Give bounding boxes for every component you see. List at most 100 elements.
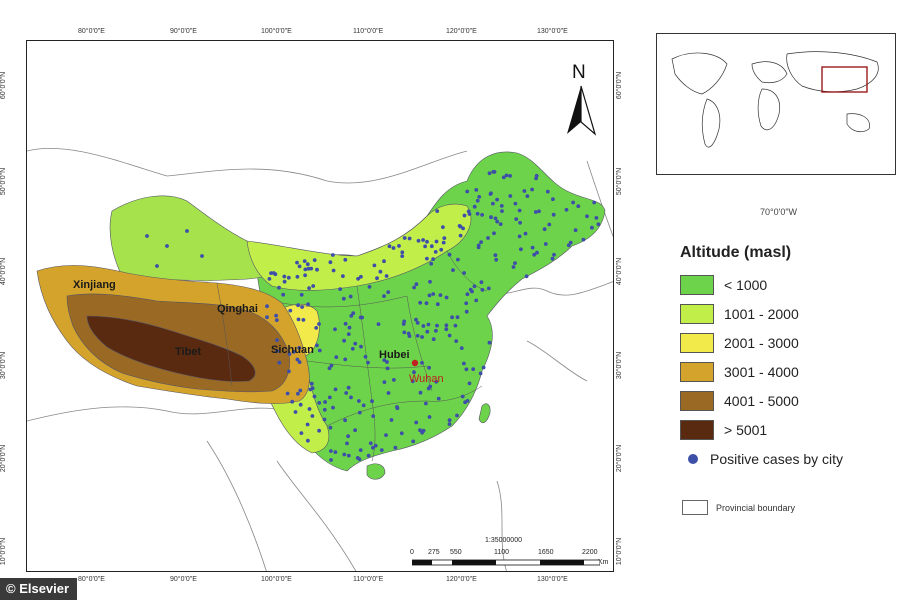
case-dot <box>295 260 299 265</box>
case-dot <box>382 358 387 362</box>
case-dot <box>378 269 383 274</box>
case-dot <box>431 257 435 261</box>
case-dot <box>418 428 422 433</box>
case-dot <box>429 261 434 266</box>
case-dot <box>302 259 307 263</box>
case-dot <box>415 333 420 338</box>
case-dot <box>454 339 459 343</box>
case-dot <box>415 321 420 325</box>
taiwan-island <box>478 403 491 424</box>
case-dot <box>467 381 472 386</box>
case-dot <box>491 170 496 174</box>
case-dot <box>532 252 537 257</box>
scale-bar: 0 275 550 1100 1650 2200 Km <box>410 549 610 571</box>
bottom-tick-1: 90°0'0"E <box>170 576 197 583</box>
case-dot <box>371 445 375 450</box>
credit-badge: © Elsevier <box>0 578 78 600</box>
case-dot <box>476 245 481 250</box>
case-dot <box>155 264 159 268</box>
scale-unit: Km <box>598 559 609 566</box>
case-dot <box>333 387 338 392</box>
case-dot <box>327 366 332 371</box>
case-dot <box>590 225 594 230</box>
case-dot <box>478 371 483 376</box>
case-dot <box>480 213 484 217</box>
case-dot <box>498 222 503 227</box>
bottom-tick-5: 130°0'0"E <box>537 576 568 583</box>
case-dot <box>458 224 463 229</box>
case-dot <box>395 405 399 409</box>
case-dot <box>525 194 530 199</box>
right-tick-5: 10°0'0"N <box>616 537 624 566</box>
case-dot <box>296 317 301 322</box>
case-dot <box>459 346 464 350</box>
legend-row-4: 3001 - 4000 <box>680 357 890 386</box>
case-dot <box>441 240 446 245</box>
case-dot <box>351 311 356 316</box>
case-dot <box>382 380 387 384</box>
case-dot <box>504 173 509 178</box>
case-dot <box>392 378 396 382</box>
case-dot <box>414 282 419 287</box>
case-dot <box>564 207 569 212</box>
case-dot <box>379 448 384 452</box>
case-dot <box>487 171 492 176</box>
case-dot <box>571 200 575 205</box>
bottom-tick-0: 80°0'0"E <box>78 576 105 583</box>
legend-label: 3001 - 4000 <box>724 363 799 380</box>
case-dot <box>436 396 441 401</box>
legend-cases-label: Positive cases by city <box>710 450 844 467</box>
hainan-island <box>366 463 386 480</box>
case-dot <box>495 219 500 224</box>
case-dot <box>277 285 281 290</box>
case-dot <box>274 313 278 318</box>
legend-label: < 1000 <box>724 276 768 293</box>
case-dot <box>537 209 541 214</box>
case-dot <box>334 355 339 359</box>
legend-row-3: 2001 - 3000 <box>680 328 890 357</box>
case-dot <box>412 285 416 290</box>
inset-highlight-box <box>821 66 868 93</box>
case-dot <box>306 438 310 443</box>
case-dot <box>508 194 513 198</box>
right-tick-2: 40°0'0"N <box>616 257 624 286</box>
inset-world-map <box>656 33 896 175</box>
case-dot <box>425 239 429 244</box>
case-dot <box>322 417 327 422</box>
case-dot <box>438 293 443 297</box>
case-dot <box>287 352 292 356</box>
case-dot <box>464 367 469 372</box>
case-dot <box>472 204 477 209</box>
right-tick-1: 50°0'0"N <box>616 167 624 196</box>
case-dot <box>328 425 333 430</box>
case-dot <box>350 346 355 351</box>
case-dot <box>522 189 527 193</box>
case-dot <box>592 200 597 205</box>
case-dot <box>309 266 314 271</box>
case-dot <box>451 268 455 272</box>
scale-ratio: 1:35000000 <box>485 537 522 544</box>
case-dot <box>346 385 351 390</box>
case-dot <box>333 450 338 454</box>
scale-tick-5: 2200 <box>582 549 598 556</box>
case-dot <box>433 250 438 254</box>
case-dot <box>468 287 473 292</box>
legend-title: Altitude (masl) <box>680 244 792 261</box>
bottom-tick-4: 120°0'0"E <box>446 576 477 583</box>
case-dot <box>474 188 479 192</box>
case-dot <box>375 276 379 281</box>
case-dot <box>566 243 571 248</box>
case-dot <box>464 309 469 314</box>
case-dot <box>282 274 287 279</box>
legend-swatch <box>680 361 714 382</box>
case-dot <box>305 422 310 427</box>
case-dot <box>367 285 372 289</box>
main-map: Xinjiang Qinghai Tibet Sichuan Hubei Wuh… <box>26 40 614 572</box>
inner-mongolia <box>246 203 472 291</box>
case-dot <box>382 294 386 298</box>
case-dot <box>508 174 512 178</box>
case-dot <box>329 363 334 368</box>
case-dot <box>425 329 430 334</box>
case-dot <box>356 276 360 281</box>
legend-swatch <box>680 419 714 440</box>
